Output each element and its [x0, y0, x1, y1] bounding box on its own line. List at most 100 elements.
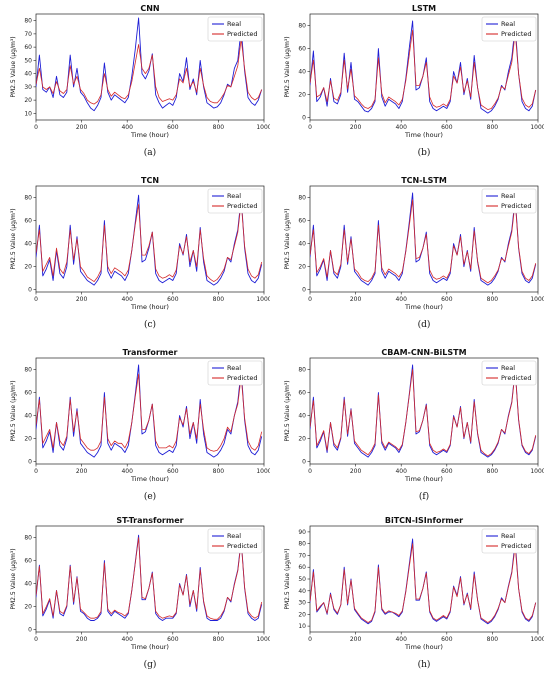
y-tick-label: 80: [298, 541, 306, 548]
x-tick-label: 0: [34, 124, 38, 131]
y-tick-label: 80: [24, 367, 32, 374]
x-tick-label: 600: [167, 636, 179, 643]
y-tick-label: 20: [298, 436, 306, 443]
y-tick-label: 30: [24, 84, 32, 91]
y-tick-label: 20: [298, 264, 306, 271]
series-line-predicted: [36, 201, 263, 282]
y-tick-label: 50: [24, 57, 32, 64]
chart-title: TCN-LSTM: [401, 176, 447, 185]
y-tick-label: 10: [24, 110, 32, 117]
chart-panel-1: CNN 0 200 400 600 800 1000 10 20 30 40 50 60 70 80 Time…: [10, 4, 270, 139]
legend-box: [207, 188, 263, 214]
x-tick-label: 400: [121, 124, 133, 131]
y-tick-label: 30: [298, 600, 306, 607]
series-line-predicted: [310, 199, 537, 284]
chart-panel-3: TCN 0 200 400 600 800 1000 0 20 40 60 80 Time (hour)…: [10, 176, 270, 311]
x-tick-label: 0: [308, 124, 312, 131]
panel-caption: (a): [143, 148, 157, 158]
y-tick-label: 20: [24, 604, 32, 611]
chart-panel-2: LSTM 0 200 400 600 800 1000 0 20 40 60 80 Time (hour…: [284, 4, 544, 139]
x-tick-label: 400: [395, 296, 407, 303]
x-tick-label: 400: [395, 468, 407, 475]
legend-label: Real: [501, 20, 515, 28]
x-tick-label: 1000: [530, 124, 544, 131]
x-tick-label: 600: [167, 124, 179, 131]
y-axis-label: PM2.5 Value (µg/m³): [284, 380, 291, 441]
series-line-predicted: [36, 537, 263, 620]
x-tick-label: 400: [121, 636, 133, 643]
x-tick-label: 0: [308, 296, 312, 303]
x-tick-label: 800: [213, 636, 225, 643]
x-tick-label: 1000: [530, 296, 544, 303]
x-axis-label: Time (hour): [130, 475, 169, 483]
series-line-predicted: [36, 373, 263, 452]
legend-box: [481, 188, 537, 214]
legend-label: Real: [501, 192, 515, 200]
x-axis-label: Time (hour): [130, 303, 169, 311]
legend-label: Predicted: [227, 202, 258, 210]
y-tick-label: 0: [28, 287, 32, 294]
chart-title: LSTM: [412, 4, 436, 13]
y-tick-label: 0: [302, 287, 306, 294]
y-tick-label: 40: [24, 241, 32, 248]
x-tick-label: 1000: [256, 636, 270, 643]
x-tick-label: 600: [441, 468, 453, 475]
chart-title: ST-Transformer: [116, 516, 183, 525]
y-tick-label: 80: [24, 195, 32, 202]
legend-label: Predicted: [501, 374, 532, 382]
legend-label: Predicted: [501, 542, 532, 550]
series-line-predicted: [310, 369, 537, 457]
y-tick-label: 80: [298, 23, 306, 30]
x-tick-label: 400: [395, 636, 407, 643]
y-tick-label: 60: [24, 390, 32, 397]
series-line-predicted: [36, 38, 263, 105]
y-tick-label: 20: [24, 97, 32, 104]
plot-frame: [35, 13, 265, 121]
plot-frame: [35, 357, 265, 465]
y-tick-label: 50: [298, 576, 306, 583]
y-tick-label: 0: [28, 459, 32, 466]
y-tick-label: 60: [24, 558, 32, 565]
x-tick-label: 200: [76, 468, 88, 475]
y-tick-label: 0: [28, 627, 32, 634]
legend-box: [207, 528, 263, 554]
y-axis-label: PM2.5 Value (µg/m³): [10, 36, 17, 97]
x-tick-label: 200: [76, 636, 88, 643]
legend-label: Real: [227, 532, 241, 540]
x-axis-label: Time (hour): [404, 475, 443, 483]
x-tick-label: 600: [441, 636, 453, 643]
panel-caption: (c): [143, 320, 157, 330]
y-tick-label: 60: [298, 390, 306, 397]
y-tick-label: 20: [24, 436, 32, 443]
y-tick-label: 60: [24, 218, 32, 225]
plot-frame: [309, 13, 539, 121]
x-tick-label: 600: [441, 296, 453, 303]
x-tick-label: 600: [167, 296, 179, 303]
plot-frame: [309, 357, 539, 465]
x-tick-label: 1000: [256, 124, 270, 131]
panel-caption: (d): [417, 320, 431, 330]
x-tick-label: 0: [34, 636, 38, 643]
y-tick-label: 40: [24, 413, 32, 420]
chart-title: CNN: [140, 4, 159, 13]
chart-panel-5: Transformer 0 200 400 600 800 1000 0 20 40 60 80 Tim…: [10, 348, 270, 483]
legend-label: Real: [227, 192, 241, 200]
x-tick-label: 0: [34, 468, 38, 475]
x-tick-label: 1000: [256, 468, 270, 475]
y-tick-label: 80: [24, 535, 32, 542]
x-tick-label: 600: [441, 124, 453, 131]
chart-title: CBAM-CNN-BiLSTM: [381, 348, 466, 357]
x-tick-label: 800: [487, 468, 499, 475]
chart-panel-6: CBAM-CNN-BiLSTM 0 200 400 600 800 1000 0 20 40 60 8…: [284, 348, 544, 483]
plot-frame: [35, 185, 265, 293]
x-tick-label: 200: [350, 636, 362, 643]
x-tick-label: 800: [487, 124, 499, 131]
legend-box: [207, 360, 263, 386]
x-axis-label: Time (hour): [404, 303, 443, 311]
series-line-predicted: [310, 29, 537, 110]
legend-box: [481, 360, 537, 386]
chart-title: BiTCN-ISInformer: [385, 516, 463, 525]
x-tick-label: 0: [308, 636, 312, 643]
chart-panel-4: TCN-LSTM 0 200 400 600 800 1000 0 20 40 60 80 Time (…: [284, 176, 544, 311]
legend-label: Predicted: [227, 374, 258, 382]
